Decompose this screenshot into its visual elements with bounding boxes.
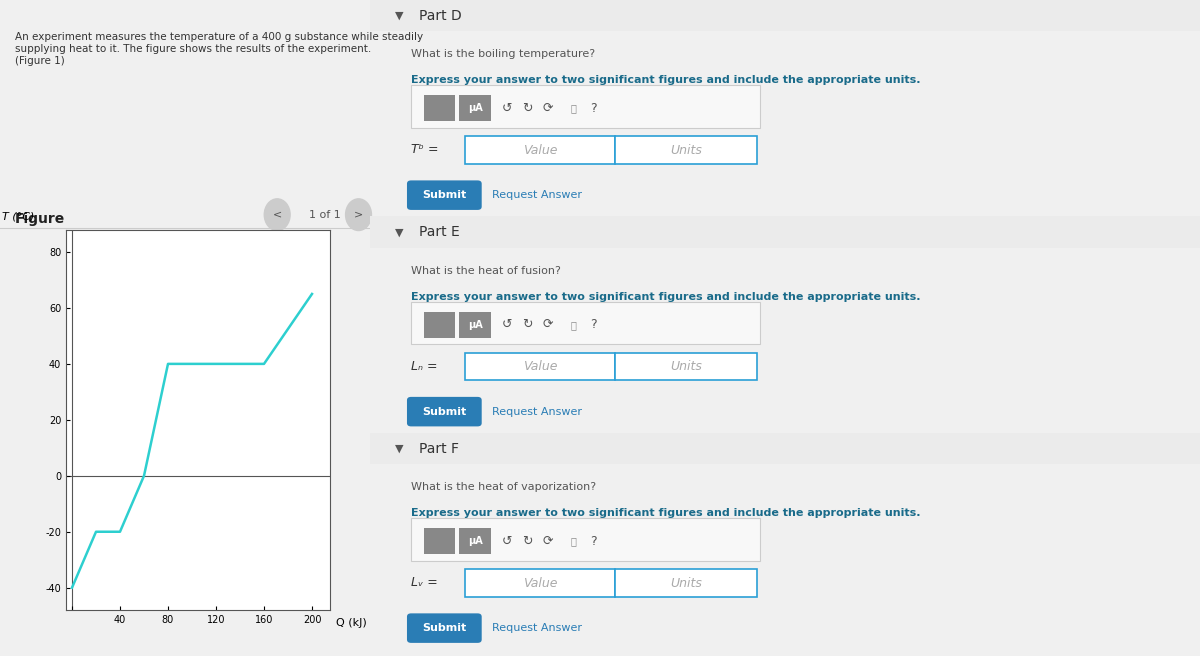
FancyBboxPatch shape xyxy=(460,95,491,121)
Text: Value: Value xyxy=(522,144,557,157)
Text: >: > xyxy=(354,210,364,220)
Text: Units: Units xyxy=(670,144,702,157)
Text: An experiment measures the temperature of a 400 g substance while steadily
suppl: An experiment measures the temperature o… xyxy=(14,32,422,66)
Text: Units: Units xyxy=(670,577,702,590)
Text: Part D: Part D xyxy=(420,9,462,23)
Text: Value: Value xyxy=(522,577,557,590)
FancyBboxPatch shape xyxy=(407,397,481,426)
FancyBboxPatch shape xyxy=(460,312,491,338)
Text: Express your answer to two significant figures and include the appropriate units: Express your answer to two significant f… xyxy=(412,292,920,302)
Text: ↻: ↻ xyxy=(522,318,533,331)
Y-axis label: T (°C): T (°C) xyxy=(2,212,35,222)
Text: ▼: ▼ xyxy=(395,10,403,21)
FancyBboxPatch shape xyxy=(407,180,481,210)
Text: <: < xyxy=(272,210,282,220)
Text: Request Answer: Request Answer xyxy=(492,190,582,200)
FancyBboxPatch shape xyxy=(616,353,756,380)
Text: Part F: Part F xyxy=(420,441,460,456)
Text: ↻: ↻ xyxy=(522,102,533,115)
Text: Lᵥ =: Lᵥ = xyxy=(412,576,438,589)
Text: ▼: ▼ xyxy=(395,443,403,454)
FancyBboxPatch shape xyxy=(412,85,760,128)
Text: Submit: Submit xyxy=(422,623,467,633)
Text: 1 of 1: 1 of 1 xyxy=(310,210,341,220)
FancyBboxPatch shape xyxy=(370,433,1200,464)
X-axis label: Q (kJ): Q (kJ) xyxy=(336,618,366,628)
Circle shape xyxy=(264,199,290,230)
Text: μA: μA xyxy=(468,103,482,113)
FancyBboxPatch shape xyxy=(412,518,760,561)
Text: ?: ? xyxy=(590,318,598,331)
Text: ⟳: ⟳ xyxy=(542,318,553,331)
Text: ↺: ↺ xyxy=(502,318,512,331)
Text: ⟳: ⟳ xyxy=(542,102,553,115)
FancyBboxPatch shape xyxy=(424,312,455,338)
Text: ↺: ↺ xyxy=(502,102,512,115)
FancyBboxPatch shape xyxy=(616,569,756,597)
Text: What is the heat of vaporization?: What is the heat of vaporization? xyxy=(412,482,596,492)
Text: Lₙ =: Lₙ = xyxy=(412,359,438,373)
FancyBboxPatch shape xyxy=(466,353,614,380)
FancyBboxPatch shape xyxy=(424,95,455,121)
Text: ⬛: ⬛ xyxy=(570,103,576,113)
Circle shape xyxy=(346,199,372,230)
Text: Submit: Submit xyxy=(422,190,467,200)
Text: μA: μA xyxy=(468,536,482,546)
Text: ⬛: ⬛ xyxy=(570,319,576,330)
FancyBboxPatch shape xyxy=(466,136,614,164)
FancyBboxPatch shape xyxy=(460,528,491,554)
Text: ↻: ↻ xyxy=(522,535,533,548)
Text: Units: Units xyxy=(670,360,702,373)
Text: ?: ? xyxy=(590,102,598,115)
Text: Tᵇ =: Tᵇ = xyxy=(412,143,439,156)
FancyBboxPatch shape xyxy=(466,569,614,597)
Text: Part E: Part E xyxy=(420,225,460,239)
FancyBboxPatch shape xyxy=(370,216,1200,248)
FancyBboxPatch shape xyxy=(370,0,1200,31)
Text: Request Answer: Request Answer xyxy=(492,407,582,417)
FancyBboxPatch shape xyxy=(424,528,455,554)
Text: Submit: Submit xyxy=(422,407,467,417)
Text: ↺: ↺ xyxy=(502,535,512,548)
Text: μA: μA xyxy=(468,319,482,330)
Text: What is the boiling temperature?: What is the boiling temperature? xyxy=(412,49,595,59)
Text: ⬛: ⬛ xyxy=(570,536,576,546)
Text: Request Answer: Request Answer xyxy=(492,623,582,633)
Text: Value: Value xyxy=(522,360,557,373)
Text: ▼: ▼ xyxy=(395,227,403,237)
FancyBboxPatch shape xyxy=(616,136,756,164)
Text: ⟳: ⟳ xyxy=(542,535,553,548)
Text: ?: ? xyxy=(590,535,598,548)
Text: What is the heat of fusion?: What is the heat of fusion? xyxy=(412,266,560,276)
FancyBboxPatch shape xyxy=(412,302,760,344)
Text: Express your answer to two significant figures and include the appropriate units: Express your answer to two significant f… xyxy=(412,508,920,518)
Text: Express your answer to two significant figures and include the appropriate units: Express your answer to two significant f… xyxy=(412,75,920,85)
Text: Figure: Figure xyxy=(14,213,65,226)
FancyBboxPatch shape xyxy=(407,613,481,643)
